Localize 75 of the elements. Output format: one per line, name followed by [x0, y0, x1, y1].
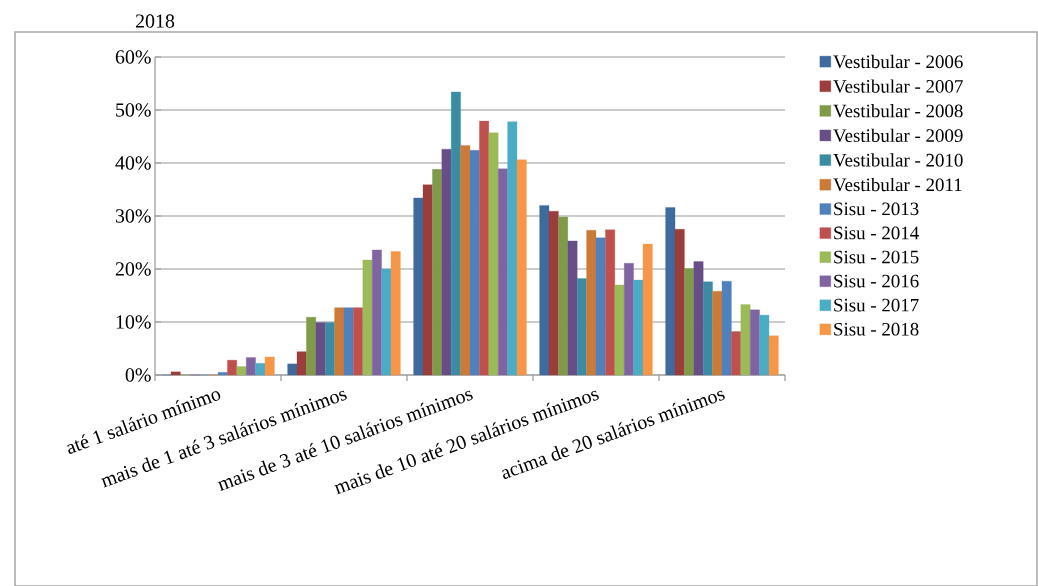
bar: [703, 281, 713, 376]
bar: [507, 121, 518, 376]
bar: [451, 91, 461, 376]
bar: [595, 237, 606, 376]
bar: [372, 249, 382, 376]
y-tick-label: 0%: [125, 368, 151, 382]
chart-title: 2018: [135, 14, 175, 28]
legend-label: Vestibular - 2009: [833, 128, 963, 143]
bar: [432, 169, 442, 376]
bar: [665, 207, 676, 376]
bar: [362, 259, 373, 376]
legend-label: Sisu - 2013: [834, 202, 919, 216]
y-tick-label: 50%: [116, 103, 151, 117]
bar: [306, 317, 316, 376]
legend-label: Vestibular - 2007: [833, 79, 963, 93]
bar: [381, 268, 392, 376]
bar: [469, 150, 480, 376]
bar: [693, 261, 704, 376]
bar: [548, 211, 559, 376]
bar: [236, 366, 247, 376]
bar: [390, 251, 401, 376]
bar: [674, 229, 685, 376]
bar: [246, 357, 256, 376]
bar: [264, 356, 275, 376]
bar: [740, 304, 751, 376]
y-tick-label: 40%: [115, 156, 151, 170]
y-tick-label: 60%: [115, 50, 151, 64]
bar: [488, 132, 499, 376]
bar: [558, 216, 568, 376]
legend-label: Sisu - 2014: [834, 226, 919, 240]
bar: [479, 120, 489, 376]
bar: [170, 371, 181, 376]
bar: [498, 168, 508, 376]
legend-label: Vestibular - 2008: [833, 104, 963, 118]
legend-label: Vestibular - 2006: [833, 54, 963, 69]
bar: [353, 307, 363, 376]
bar: [413, 197, 424, 376]
legend-label: Vestibular - 2011: [833, 177, 962, 192]
bar: [624, 263, 634, 376]
bar: [343, 307, 354, 376]
bar: [712, 291, 723, 376]
bar: [759, 314, 770, 376]
bar: [684, 268, 694, 376]
bar: [577, 278, 587, 376]
bar: [325, 322, 335, 376]
bar: [334, 307, 345, 376]
bar: [750, 309, 760, 376]
bar: [731, 331, 741, 376]
bar: [296, 351, 307, 376]
y-tick-label: 10%: [116, 315, 151, 329]
legend-label: Sisu - 2018: [834, 322, 919, 336]
bar: [605, 229, 615, 376]
bar: [217, 372, 228, 376]
bar: [614, 284, 625, 376]
bar: [721, 281, 732, 376]
y-tick-label: 30%: [115, 209, 151, 223]
bar: [287, 363, 298, 376]
bar: [422, 184, 433, 376]
bar: [460, 145, 471, 376]
bar: [539, 205, 550, 376]
bar: [315, 322, 326, 376]
y-tick-label: 20%: [115, 262, 151, 276]
bar: [586, 230, 597, 376]
legend-label: Sisu - 2016: [834, 274, 919, 288]
bar: [633, 279, 644, 376]
bar: [227, 360, 237, 376]
legend-label: Sisu - 2017: [834, 298, 919, 312]
legend-label: Vestibular - 2010: [833, 153, 963, 167]
bar: [567, 240, 578, 376]
bar: [642, 243, 653, 376]
legend-label: Sisu - 2015: [834, 250, 919, 264]
bar: [516, 159, 527, 376]
bar: [768, 335, 779, 376]
bar: [441, 149, 452, 376]
bar: [255, 363, 266, 376]
